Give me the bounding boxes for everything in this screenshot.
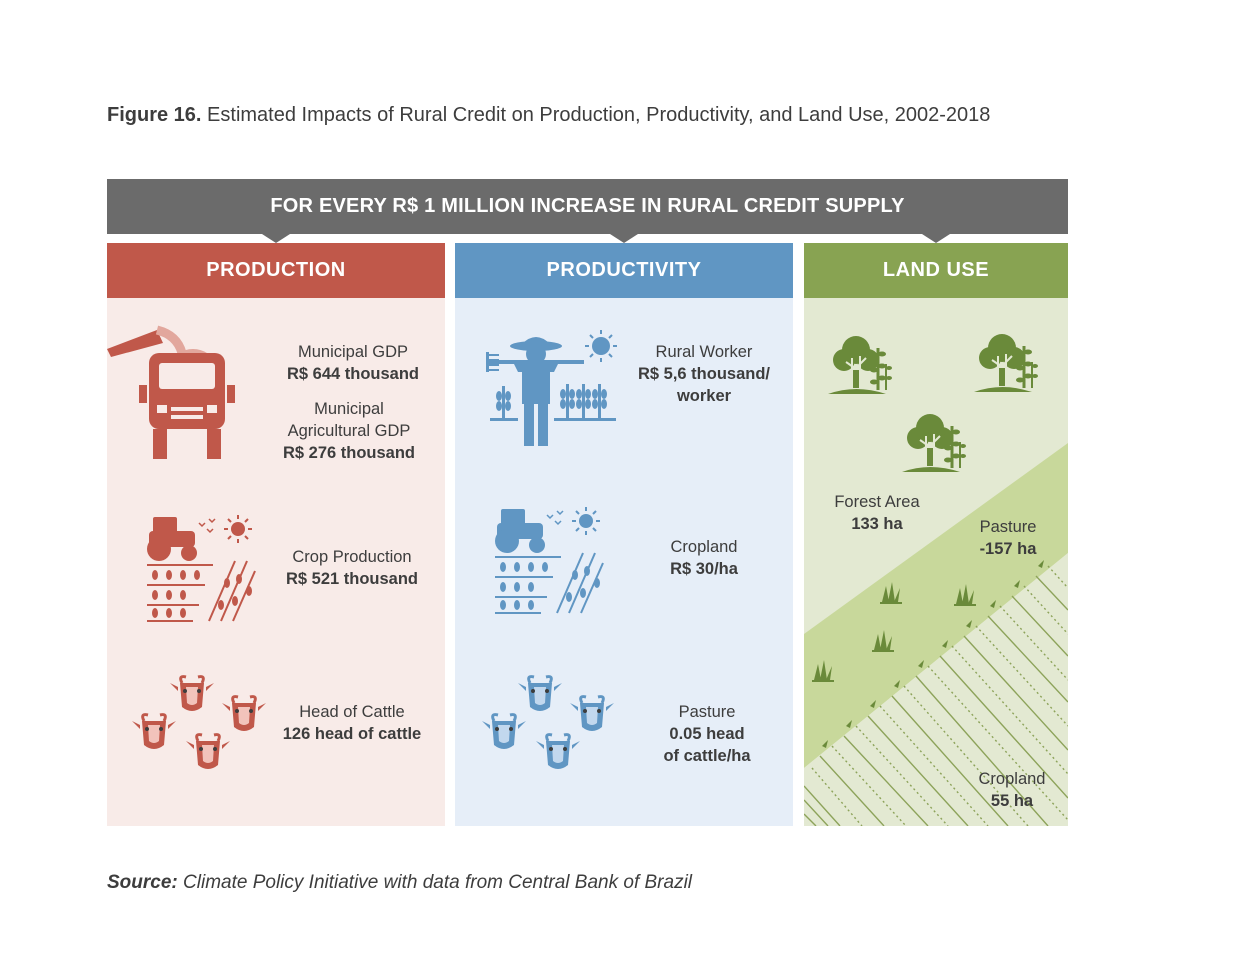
forest-area-value: 133 ha xyxy=(851,515,903,533)
municipal-agri-gdp-value: R$ 276 thousand xyxy=(282,444,416,462)
crop-production-label: Crop Production R$ 521 thousand xyxy=(269,546,435,590)
cropland-productivity-value: R$ 30/ha xyxy=(670,560,738,578)
banner-pointer-production xyxy=(262,234,290,243)
cropland-land-name: Cropland xyxy=(978,770,1046,788)
cropland-productivity-name: Cropland xyxy=(670,538,738,556)
head-of-cattle-label: Head of Cattle 126 head of cattle xyxy=(267,701,437,745)
land-use-panel xyxy=(804,298,1068,826)
banner-text: FOR EVERY R$ 1 MILLION INCREASE IN RURAL… xyxy=(270,195,905,217)
crop-production-value: R$ 521 thousand xyxy=(285,570,419,588)
banner-pointer-productivity xyxy=(610,234,638,243)
crop-production-name: Crop Production xyxy=(292,548,412,566)
rural-worker-value2: worker xyxy=(676,387,732,405)
land-use-header-text: LAND USE xyxy=(882,259,990,281)
production-header-text: PRODUCTION xyxy=(206,259,346,281)
pasture-productivity-name: Pasture xyxy=(678,703,736,721)
production-header: PRODUCTION xyxy=(107,243,445,298)
municipal-gdp-name: Municipal GDP xyxy=(297,343,409,361)
figure-label: Figure 16. xyxy=(107,104,202,126)
forest-area-label: Forest Area 133 ha xyxy=(818,491,936,535)
source-note: Source: Climate Policy Initiative with d… xyxy=(107,872,692,894)
productivity-header: PRODUCTIVITY xyxy=(455,243,793,298)
pasture-land-name: Pasture xyxy=(979,518,1037,536)
source-label: Source: xyxy=(107,872,178,893)
figure-title-text: Estimated Impacts of Rural Credit on Pro… xyxy=(207,104,991,126)
forest-area-name: Forest Area xyxy=(834,493,920,511)
head-of-cattle-name: Head of Cattle xyxy=(299,703,405,721)
tree-icon xyxy=(826,332,1040,474)
rural-worker-name: Rural Worker xyxy=(655,343,753,361)
truck-icon xyxy=(107,325,235,459)
municipal-gdp-label: Municipal GDP R$ 644 thousand xyxy=(270,341,436,385)
head-of-cattle-value: 126 head of cattle xyxy=(282,725,422,743)
municipal-agri-gdp-label: Municipal Agricultural GDP R$ 276 thousa… xyxy=(266,398,432,464)
cattle-icon xyxy=(130,675,268,771)
pasture-land-label: Pasture -157 ha xyxy=(958,516,1058,560)
figure-title: Figure 16. Estimated Impacts of Rural Cr… xyxy=(107,104,990,127)
rural-worker-value1: R$ 5,6 thousand/ xyxy=(637,365,771,383)
banner-pointer-land-use xyxy=(922,234,950,243)
pasture-productivity-label: Pasture 0.05 head of cattle/ha xyxy=(623,701,791,767)
pasture-productivity-value1: 0.05 head xyxy=(669,725,745,743)
land-use-background xyxy=(804,443,1068,826)
land-use-header: LAND USE xyxy=(804,243,1068,298)
municipal-agri-gdp-name2: Agricultural GDP xyxy=(287,422,411,440)
cropland-land-value: 55 ha xyxy=(990,792,1034,810)
municipal-gdp-value: R$ 644 thousand xyxy=(286,365,420,383)
tractor-field-icon xyxy=(495,507,604,614)
municipal-agri-gdp-name1: Municipal xyxy=(314,400,384,418)
cropland-productivity-label: Cropland R$ 30/ha xyxy=(620,536,788,580)
tractor-field-icon xyxy=(147,515,256,622)
productivity-header-text: PRODUCTIVITY xyxy=(546,259,702,281)
rural-worker-label: Rural Worker R$ 5,6 thousand/ worker xyxy=(620,341,788,407)
pasture-productivity-value2: of cattle/ha xyxy=(663,747,751,765)
pasture-land-value: -157 ha xyxy=(979,540,1037,558)
cattle-icon xyxy=(480,675,616,771)
grass-icon xyxy=(812,582,976,682)
cropland-land-label: Cropland 55 ha xyxy=(962,768,1062,812)
banner: FOR EVERY R$ 1 MILLION INCREASE IN RURAL… xyxy=(107,179,1068,234)
farmer-icon xyxy=(486,330,617,446)
source-text: Climate Policy Initiative with data from… xyxy=(183,872,693,893)
